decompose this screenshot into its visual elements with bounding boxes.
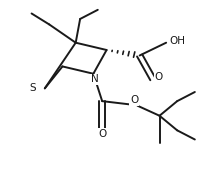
Text: OH: OH bbox=[169, 36, 185, 46]
Text: N: N bbox=[91, 74, 98, 84]
Text: O: O bbox=[98, 129, 106, 139]
Text: S: S bbox=[29, 83, 36, 93]
Text: O: O bbox=[130, 95, 138, 105]
Text: O: O bbox=[154, 72, 163, 82]
